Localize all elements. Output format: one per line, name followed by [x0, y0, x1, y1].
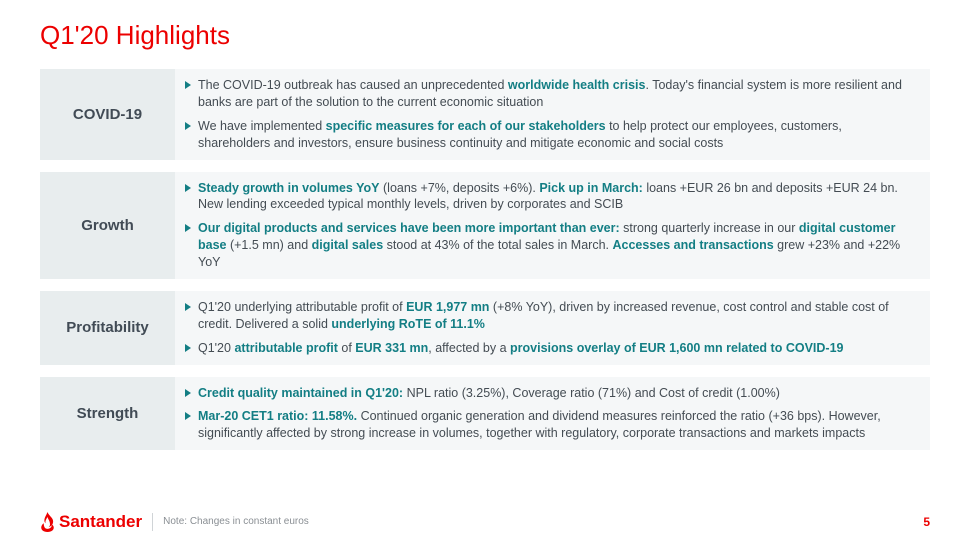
page-title: Q1'20 Highlights — [40, 20, 930, 51]
footnote: Note: Changes in constant euros — [152, 513, 309, 531]
bullet-text: Steady growth in volumes YoY (loans +7%,… — [198, 180, 916, 214]
bullet-text: Our digital products and services have b… — [198, 220, 916, 271]
flame-icon — [40, 512, 55, 532]
bullet-marker-icon — [185, 412, 191, 420]
bullet-marker-icon — [185, 81, 191, 89]
row-content: Steady growth in volumes YoY (loans +7%,… — [175, 172, 930, 279]
bullet-text: We have implemented specific measures fo… — [198, 118, 916, 152]
bullet: Mar-20 CET1 ratio: 11.58%. Continued org… — [185, 408, 916, 442]
bullet-marker-icon — [185, 224, 191, 232]
highlight-row: Growth Steady growth in volumes YoY (loan… — [40, 172, 930, 279]
bullet-text: Credit quality maintained in Q1'20: NPL … — [198, 385, 916, 402]
bullet-marker-icon — [185, 344, 191, 352]
row-content: Credit quality maintained in Q1'20: NPL … — [175, 377, 930, 451]
footer: Santander Note: Changes in constant euro… — [40, 502, 930, 542]
highlight-row: Profitability Q1'20 underlying attributab… — [40, 291, 930, 365]
bullet-marker-icon — [185, 389, 191, 397]
bullet-marker-icon — [185, 303, 191, 311]
logo-text: Santander — [59, 512, 142, 532]
bullet-text: Q1'20 underlying attributable profit of … — [198, 299, 916, 333]
bullet-text: Mar-20 CET1 ratio: 11.58%. Continued org… — [198, 408, 916, 442]
bullet-marker-icon — [185, 122, 191, 130]
row-label: COVID-19 — [40, 69, 175, 160]
slide: Q1'20 Highlights COVID-19 The COVID-19 ou… — [0, 0, 970, 542]
highlight-row: COVID-19 The COVID-19 outbreak has caused… — [40, 69, 930, 160]
bullet-marker-icon — [185, 184, 191, 192]
bullet: Our digital products and services have b… — [185, 220, 916, 271]
row-label: Growth — [40, 172, 175, 279]
row-label: Profitability — [40, 291, 175, 365]
bullet: We have implemented specific measures fo… — [185, 118, 916, 152]
row-content: The COVID-19 outbreak has caused an unpr… — [175, 69, 930, 160]
bullet-text: The COVID-19 outbreak has caused an unpr… — [198, 77, 916, 111]
bullet: The COVID-19 outbreak has caused an unpr… — [185, 77, 916, 111]
highlight-row: Strength Credit quality maintained in Q1'… — [40, 377, 930, 451]
bullet-text: Q1'20 attributable profit of EUR 331 mn,… — [198, 340, 916, 357]
row-content: Q1'20 underlying attributable profit of … — [175, 291, 930, 365]
page-number: 5 — [923, 515, 930, 529]
logo: Santander — [40, 512, 142, 532]
bullet: Q1'20 underlying attributable profit of … — [185, 299, 916, 333]
bullet: Q1'20 attributable profit of EUR 331 mn,… — [185, 340, 916, 357]
highlight-rows: COVID-19 The COVID-19 outbreak has caused… — [40, 69, 930, 502]
row-label: Strength — [40, 377, 175, 451]
bullet: Credit quality maintained in Q1'20: NPL … — [185, 385, 916, 402]
bullet: Steady growth in volumes YoY (loans +7%,… — [185, 180, 916, 214]
